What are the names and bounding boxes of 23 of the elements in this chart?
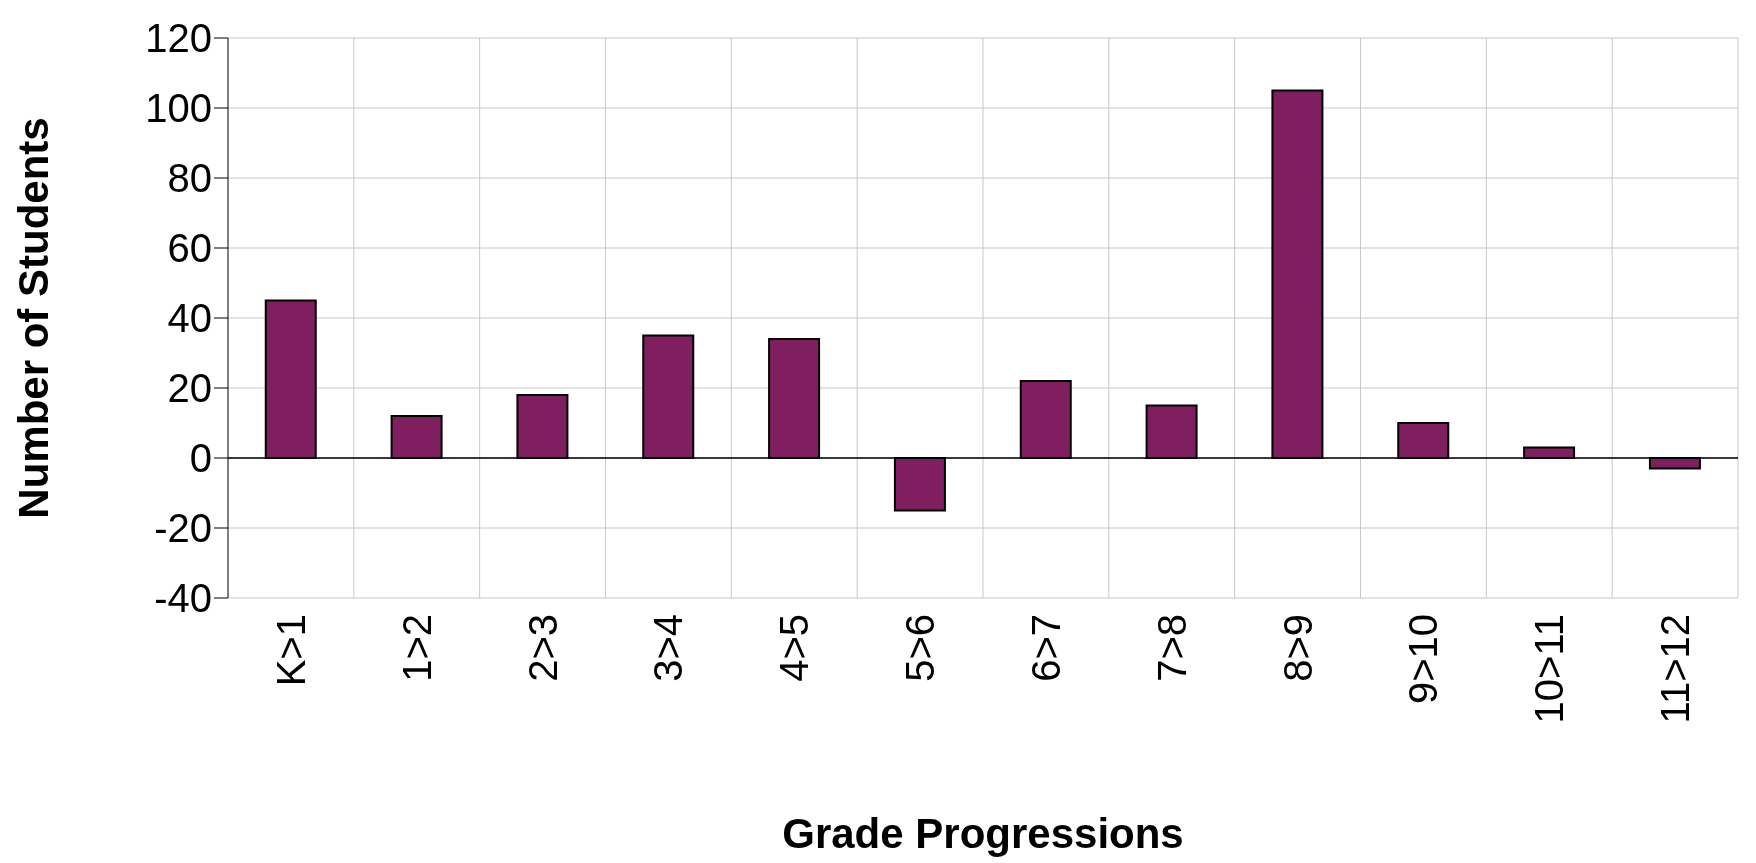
x-tick-label: 10>11 — [1527, 614, 1572, 724]
y-tick-label: 20 — [167, 366, 212, 411]
x-tick-label: 8>9 — [1275, 614, 1320, 682]
x-tick-label: 2>3 — [520, 614, 565, 682]
y-tick-label: 40 — [167, 296, 212, 341]
y-tick-label: 80 — [167, 156, 212, 201]
x-tick-label: 4>5 — [772, 614, 817, 682]
x-tick-label: 3>4 — [646, 614, 691, 682]
x-axis-title: Grade Progressions — [782, 810, 1184, 857]
x-tick-label: 9>10 — [1401, 614, 1446, 705]
x-tick-label: 11>12 — [1653, 614, 1698, 724]
y-tick-label: 120 — [145, 16, 212, 61]
x-tick-label: 1>2 — [394, 614, 439, 682]
y-tick-label: -20 — [154, 506, 212, 551]
y-tick-label: -40 — [154, 576, 212, 621]
y-axis-title: Number of Students — [9, 117, 57, 519]
x-tick-label: 6>7 — [1023, 614, 1068, 682]
y-tick-label: 0 — [189, 436, 212, 481]
y-tick-label: 60 — [167, 226, 212, 271]
x-tick-label: 7>8 — [1149, 614, 1194, 682]
x-tick-label: K>1 — [268, 614, 313, 687]
x-tick-label: 5>6 — [898, 614, 943, 682]
y-tick-label: 100 — [145, 86, 212, 131]
